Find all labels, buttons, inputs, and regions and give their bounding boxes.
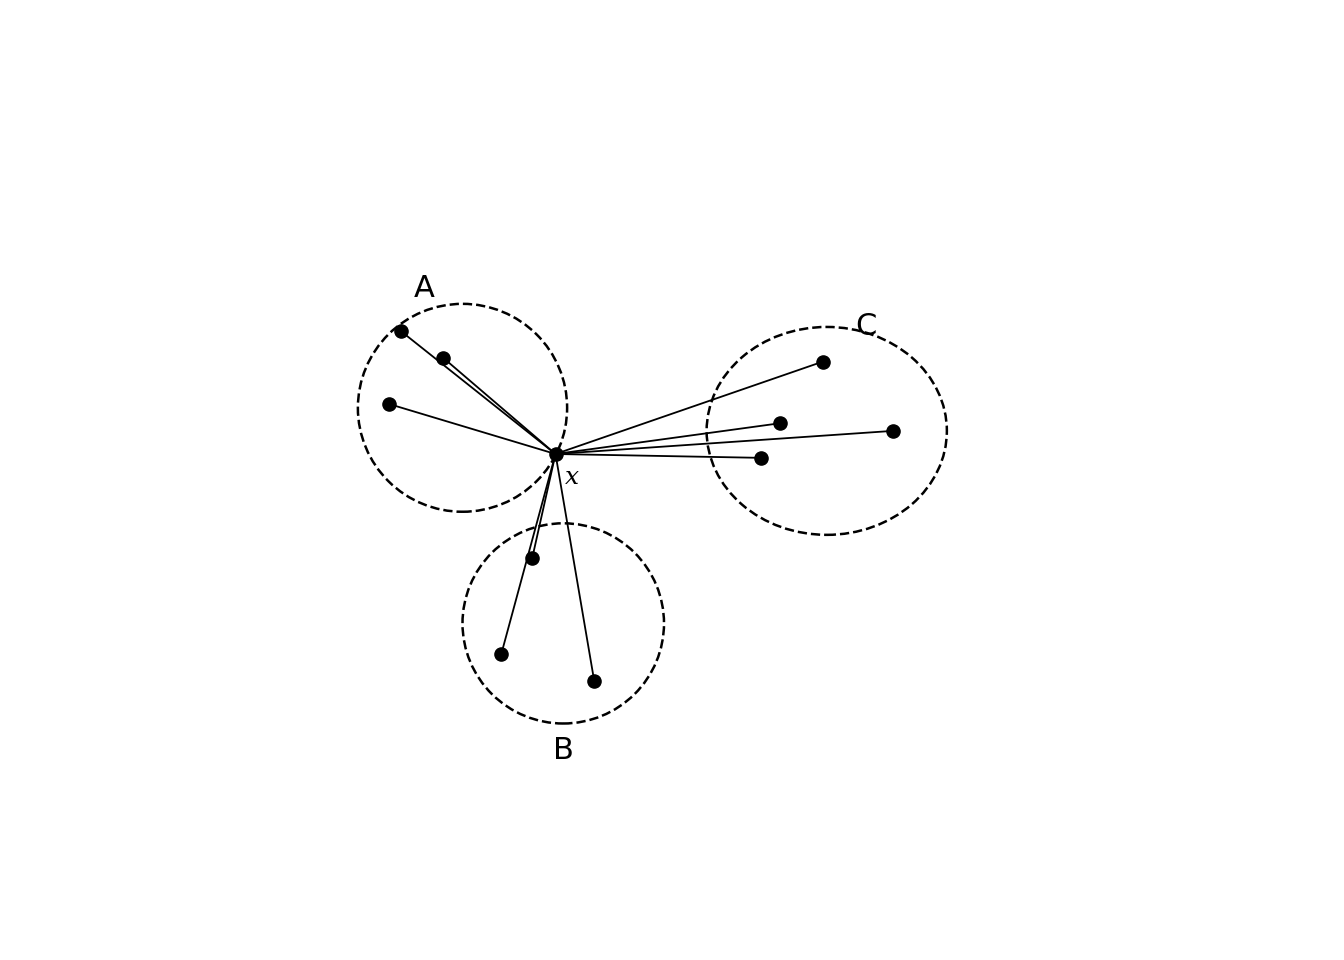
Point xyxy=(521,550,543,565)
Text: B: B xyxy=(552,736,574,765)
Point xyxy=(390,324,411,339)
Text: A: A xyxy=(414,274,434,303)
Text: x: x xyxy=(564,466,579,489)
Point xyxy=(544,446,566,462)
Point xyxy=(583,674,605,689)
Point xyxy=(433,350,454,366)
Point xyxy=(812,354,833,370)
Point xyxy=(750,450,771,466)
Text: C: C xyxy=(855,312,876,342)
Point xyxy=(491,646,512,661)
Point xyxy=(770,416,792,431)
Point xyxy=(882,423,903,439)
Point xyxy=(378,396,399,412)
